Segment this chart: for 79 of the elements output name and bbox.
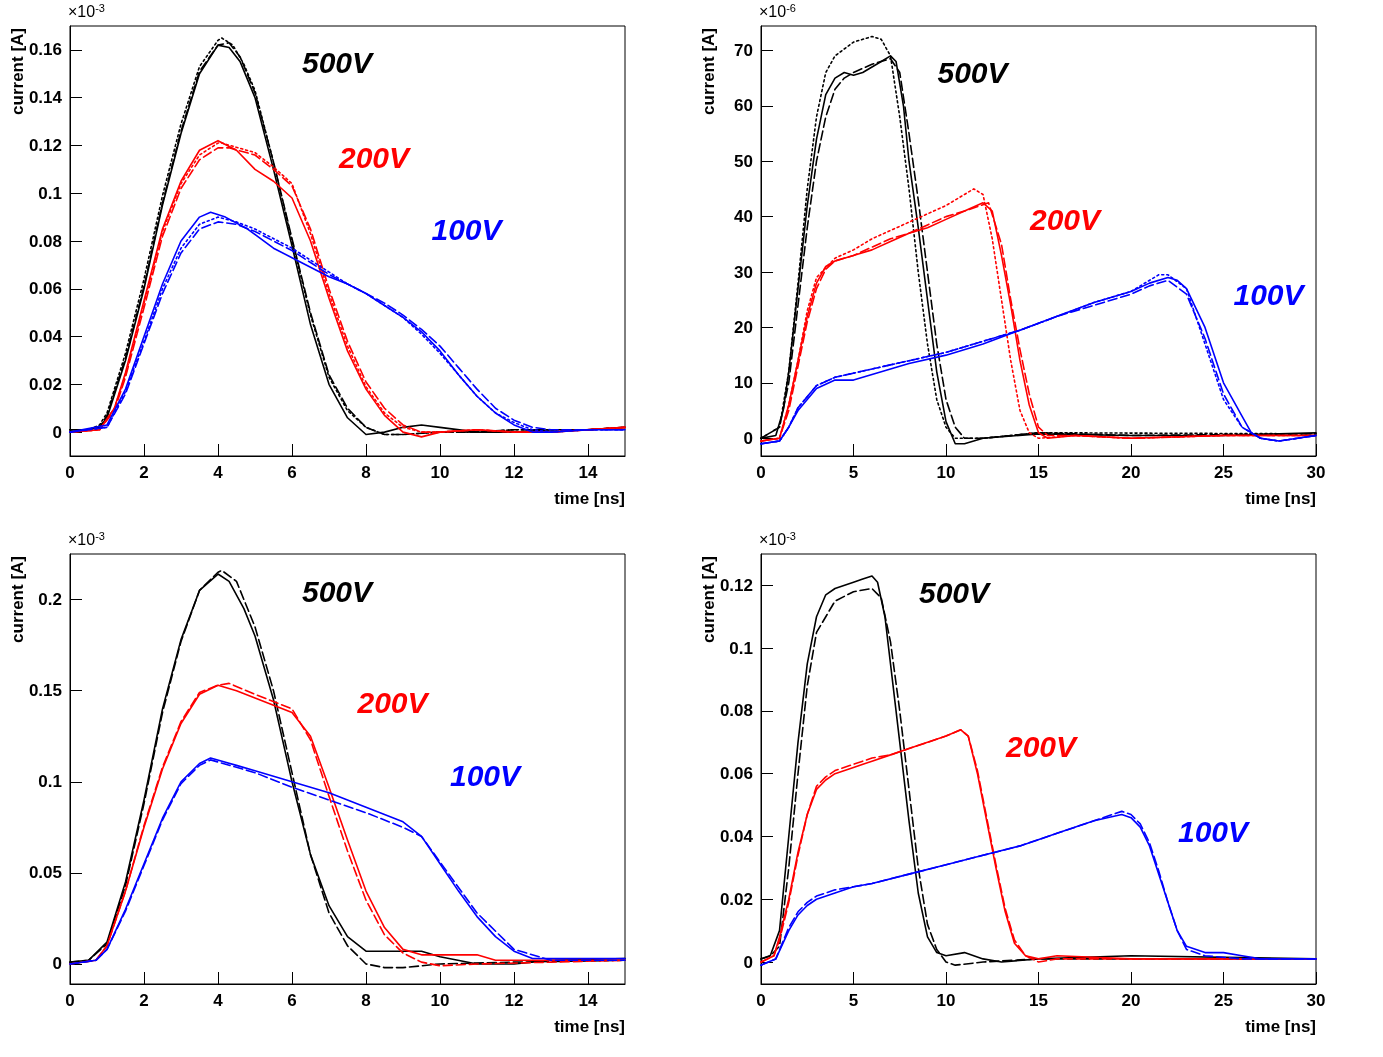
y-tick-label: 70 bbox=[734, 40, 753, 60]
x-tick-label: 5 bbox=[848, 463, 859, 482]
x-axis-title: time [ns] bbox=[1245, 489, 1316, 508]
x-tick-label: 12 bbox=[504, 463, 524, 482]
y-tick-label: 0.14 bbox=[28, 88, 63, 108]
x-tick-label: 4 bbox=[213, 463, 224, 482]
x-tick-label: 4 bbox=[213, 991, 224, 1010]
y-tick-label: 0 bbox=[52, 422, 62, 442]
x-tick-label: 15 bbox=[1029, 991, 1048, 1010]
y-tick-label: 0.1 bbox=[38, 772, 62, 792]
x-axis-title: time [ns] bbox=[554, 489, 625, 508]
x-tick-label: 20 bbox=[1121, 463, 1141, 482]
y-tick-label: 0 bbox=[52, 954, 62, 974]
x-tick-label: 10 bbox=[936, 991, 956, 1010]
y-tick-label: 0.1 bbox=[729, 638, 753, 658]
series-label: 100V bbox=[450, 758, 524, 792]
series-label: 500V bbox=[937, 56, 1011, 90]
x-tick-label: 14 bbox=[578, 463, 598, 482]
y-axis-title: current [A] bbox=[8, 28, 27, 115]
y-tick-label: 0.05 bbox=[28, 863, 62, 883]
y-tick-label: 0.16 bbox=[28, 40, 62, 60]
x-tick-label: 0 bbox=[65, 463, 75, 482]
y-axis-title: current [A] bbox=[8, 556, 27, 643]
series-label: 200V bbox=[338, 141, 413, 175]
x-axis-title: time [ns] bbox=[1245, 1017, 1316, 1036]
x-tick-label: 0 bbox=[756, 463, 766, 482]
series-label: 100V bbox=[1233, 278, 1307, 312]
y-tick-label: 0.08 bbox=[719, 701, 753, 721]
series-label: 200V bbox=[356, 685, 431, 719]
y-tick-label: 0.02 bbox=[719, 889, 753, 909]
x-tick-label: 10 bbox=[430, 463, 450, 482]
x-tick-label: 25 bbox=[1214, 991, 1233, 1010]
y-tick-label: 40 bbox=[734, 207, 753, 227]
y-tick-label: 0 bbox=[743, 428, 753, 448]
x-tick-label: 30 bbox=[1306, 463, 1326, 482]
series-label: 200V bbox=[1029, 203, 1104, 237]
y-tick-label: 0.12 bbox=[28, 135, 62, 155]
y-tick-label: 0.04 bbox=[28, 327, 63, 347]
x-tick-label: 8 bbox=[361, 991, 371, 1010]
series-label: 500V bbox=[302, 45, 376, 79]
x-tick-label: 12 bbox=[504, 991, 524, 1010]
y-tick-label: 0.12 bbox=[719, 575, 753, 595]
x-axis-title: time [ns] bbox=[554, 1017, 625, 1036]
y-tick-label: 0.02 bbox=[28, 374, 62, 394]
y-axis-title: current [A] bbox=[699, 28, 718, 115]
x-tick-label: 10 bbox=[936, 463, 956, 482]
x-tick-label: 30 bbox=[1306, 991, 1326, 1010]
y-tick-label: 10 bbox=[734, 373, 753, 393]
y-tick-label: 60 bbox=[734, 96, 753, 116]
y-tick-label: 0 bbox=[743, 952, 753, 972]
x-tick-label: 6 bbox=[287, 991, 297, 1010]
x-tick-label: 0 bbox=[756, 991, 766, 1010]
y-tick-label: 0.06 bbox=[719, 764, 753, 784]
series-label: 200V bbox=[1004, 730, 1079, 764]
x-tick-label: 20 bbox=[1121, 991, 1141, 1010]
series-label: 500V bbox=[919, 576, 993, 610]
y-tick-label: 50 bbox=[734, 151, 753, 171]
x-tick-label: 6 bbox=[287, 463, 297, 482]
y-tick-label: 0.04 bbox=[719, 826, 754, 846]
y-tick-label: 0.15 bbox=[28, 681, 62, 701]
x-tick-label: 14 bbox=[578, 991, 598, 1010]
y-tick-label: 0.06 bbox=[28, 279, 62, 299]
x-tick-label: 25 bbox=[1214, 463, 1233, 482]
series-label: 500V bbox=[302, 574, 376, 608]
x-tick-label: 10 bbox=[430, 991, 450, 1010]
text: 100V bbox=[431, 212, 505, 246]
x-tick-label: 5 bbox=[848, 991, 859, 1010]
y-tick-label: 0.1 bbox=[38, 183, 62, 203]
y-tick-label: 20 bbox=[734, 317, 753, 337]
series-label: 100V bbox=[1178, 815, 1252, 849]
x-tick-label: 15 bbox=[1029, 463, 1048, 482]
y-tick-label: 30 bbox=[734, 262, 753, 282]
y-tick-label: 0.08 bbox=[28, 231, 62, 251]
x-tick-label: 2 bbox=[139, 991, 149, 1010]
x-tick-label: 0 bbox=[65, 991, 75, 1010]
x-tick-label: 2 bbox=[139, 463, 149, 482]
y-tick-label: 0.2 bbox=[38, 590, 62, 610]
x-tick-label: 8 bbox=[361, 463, 371, 482]
y-axis-title: current [A] bbox=[699, 556, 718, 643]
